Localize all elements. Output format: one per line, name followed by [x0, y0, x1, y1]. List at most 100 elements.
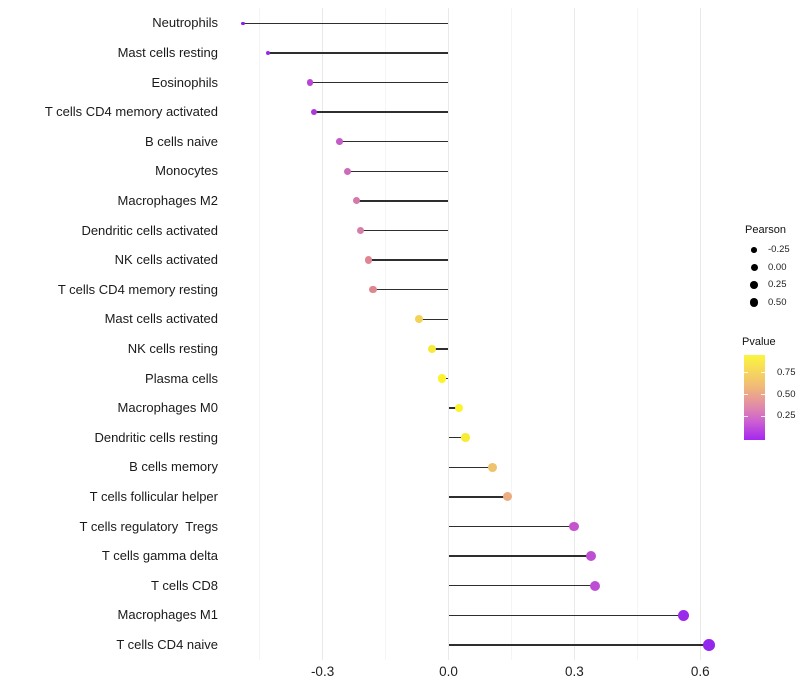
x-axis-tick-label: -0.3	[310, 664, 335, 679]
x-axis-tick-label: 0.3	[565, 664, 584, 679]
legend-size-label: 0.00	[768, 261, 787, 273]
lollipop-stem	[347, 170, 449, 172]
lollipop-dot	[569, 521, 580, 532]
legend-size-dot	[750, 263, 758, 271]
pvalue-colorbar-tick	[761, 394, 765, 396]
pvalue-colorbar-tick	[744, 394, 748, 396]
y-axis-label: Dendritic cells resting	[94, 429, 218, 445]
lollipop-stem	[242, 22, 449, 24]
lollipop-dot	[241, 21, 245, 26]
lollipop-stem	[448, 614, 684, 616]
legend-pearson-title: Pearson	[745, 224, 786, 236]
lollipop-dot	[460, 433, 470, 442]
grid-line-major	[322, 8, 324, 660]
y-axis-label: Macrophages M2	[117, 192, 218, 208]
legend-size-item: 0.50	[742, 294, 800, 312]
y-axis-label: Monocytes	[155, 163, 218, 179]
lollipop-dot	[335, 138, 343, 146]
lollipop-dot	[306, 79, 314, 86]
lollipop-stem	[448, 555, 592, 557]
pvalue-colorbar-tick	[761, 415, 765, 417]
y-axis-label: Mast cells activated	[104, 311, 218, 327]
y-axis-label: Mast cells resting	[117, 44, 218, 60]
y-axis-label: T cells follicular helper	[89, 488, 218, 504]
y-axis-label: T cells CD4 naive	[116, 636, 218, 652]
pvalue-gradient-bar	[744, 355, 765, 440]
pvalue-colorbar-tick	[744, 372, 748, 374]
lollipop-dot	[427, 344, 436, 353]
y-axis-label: Eosinophils	[151, 74, 219, 90]
y-axis-label: T cells CD4 memory activated	[44, 104, 218, 120]
lollipop-dot	[344, 167, 352, 175]
lollipop-stem	[360, 229, 449, 232]
pvalue-colorbar-wrap: 0.75 0.50 0.25	[744, 355, 796, 440]
grid-line-major	[448, 8, 449, 660]
lollipop-stem	[431, 348, 449, 350]
lollipop-stem	[339, 141, 449, 143]
lollipop-stem	[309, 81, 449, 84]
grid-line-minor	[636, 8, 638, 660]
lollipop-dot	[310, 108, 318, 116]
lollipop-stem	[448, 437, 466, 439]
grid-line-major	[573, 8, 575, 660]
y-axis-label: Dendritic cells activated	[81, 222, 218, 238]
legend-pearson-items: -0.25 0.00 0.25 0.50	[742, 241, 800, 311]
lollipop-dot	[488, 462, 497, 472]
legend-size-label: -0.25	[768, 244, 790, 256]
y-axis-label: Macrophages M0	[117, 400, 218, 416]
lollipop-dot	[415, 315, 424, 324]
pvalue-colorbar-label: 0.75	[777, 366, 796, 378]
legend-pvalue-colorbar: Pvalue 0.75 0.50 0.25	[739, 336, 800, 440]
lollipop-dot	[356, 226, 364, 235]
grid-line-minor	[510, 8, 512, 660]
y-axis-label: B cells memory	[129, 459, 218, 475]
grid-line-minor	[259, 8, 261, 660]
lollipop-stem	[356, 200, 449, 202]
lollipop-stem	[448, 585, 596, 587]
legend-size-dot	[751, 246, 757, 253]
lollipop-stem	[268, 52, 449, 54]
lollipop-stem	[448, 644, 709, 646]
lollipop-dot	[265, 50, 271, 56]
lollipop-stem	[448, 496, 508, 498]
y-axis-label: Macrophages M1	[117, 607, 218, 623]
y-axis-label: Neutrophils	[152, 15, 218, 31]
lollipop-dot	[454, 403, 464, 413]
lollipop-stem	[314, 111, 449, 113]
lollipop-dot	[586, 551, 597, 562]
lollipop-dot	[702, 639, 715, 651]
lollipop-stem	[372, 289, 449, 291]
legend-size-item: 0.00	[742, 259, 800, 277]
legend-size-item: -0.25	[742, 241, 800, 259]
y-axis-label: Plasma cells	[145, 370, 218, 386]
y-axis-label: T cells CD4 memory resting	[57, 281, 218, 297]
lollipop-dot	[352, 197, 360, 205]
legend-size-label: 0.50	[768, 296, 787, 308]
legend-size-label: 0.25	[768, 279, 787, 291]
lollipop-dot	[438, 374, 447, 383]
pvalue-colorbar-tick	[761, 372, 765, 374]
y-axis-label: B cells naive	[145, 133, 218, 149]
lollipop-stem	[419, 318, 449, 320]
legend-size-dot-holder	[742, 297, 766, 307]
lollipop-stem	[448, 525, 575, 528]
legend-size-dot	[750, 280, 758, 289]
lollipop-dot	[365, 256, 373, 264]
lollipop-dot	[502, 492, 512, 502]
legend-pvalue-title: Pvalue	[742, 336, 776, 348]
pvalue-colorbar-label: 0.25	[777, 410, 796, 422]
grid-line-minor	[385, 8, 387, 660]
x-axis-tick-label: 0.6	[690, 664, 710, 679]
x-axis-tick-label: 0.0	[439, 664, 458, 679]
lollipop-stem	[448, 407, 459, 409]
lollipop-dot	[677, 609, 690, 621]
y-axis-label: T cells regulatory Tregs	[79, 518, 218, 534]
pvalue-colorbar-label: 0.50	[777, 388, 796, 400]
lollipop-stem	[368, 259, 449, 261]
lollipop-stem	[448, 466, 493, 468]
legend-size-item: 0.25	[742, 276, 800, 294]
grid-line-major	[699, 8, 701, 660]
y-axis-label: NK cells resting	[127, 340, 218, 356]
lollipop-dot	[590, 580, 601, 591]
